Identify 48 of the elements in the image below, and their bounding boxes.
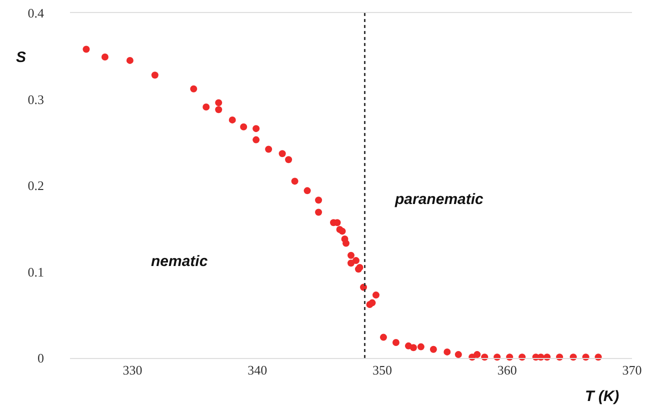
point [265, 146, 272, 153]
x-axis-title: T (K) [585, 388, 620, 405]
y-tick-label: 0 [38, 350, 44, 366]
point [348, 260, 354, 267]
x-tick-label: 340 [248, 362, 268, 378]
x-tick-label: 370 [622, 362, 642, 378]
y-tick-label: 0.1 [28, 264, 44, 280]
x-tick-label: 330 [122, 362, 142, 378]
point [215, 99, 222, 106]
point [417, 343, 424, 350]
point [372, 292, 380, 299]
point [126, 56, 134, 64]
point [444, 348, 451, 356]
point [151, 72, 158, 79]
point [474, 351, 481, 358]
point [291, 178, 298, 185]
point [202, 104, 210, 111]
point [285, 156, 292, 164]
y-tick-label: 0.4 [28, 6, 44, 21]
point [252, 125, 260, 132]
x-tick-label: 350 [372, 362, 392, 378]
point [410, 344, 417, 352]
point [101, 53, 108, 60]
x-tick-label: 360 [497, 362, 517, 378]
point [454, 351, 462, 358]
y-tick-label: 0.2 [28, 178, 44, 194]
y-tick-label: 0.3 [28, 92, 44, 107]
point [366, 301, 374, 308]
point [342, 240, 350, 247]
annotation: paranematic [394, 191, 484, 208]
annotation: nematic [151, 253, 208, 270]
point [352, 257, 360, 264]
point [315, 208, 322, 216]
point [215, 106, 222, 114]
point [278, 150, 286, 158]
point [252, 136, 260, 144]
point [430, 346, 437, 353]
point [228, 116, 236, 124]
point [338, 228, 346, 235]
point [348, 252, 354, 259]
point [392, 338, 400, 346]
point [304, 187, 311, 194]
point [315, 196, 322, 204]
point [380, 334, 387, 341]
point [240, 123, 248, 130]
point [82, 46, 90, 53]
point [190, 85, 198, 92]
y-axis-title: S [16, 49, 26, 66]
